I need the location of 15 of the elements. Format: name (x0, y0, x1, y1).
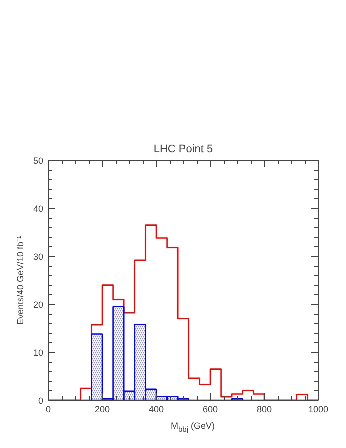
x-tick-label: 800 (256, 404, 272, 414)
y-tick-label: 10 (33, 348, 44, 358)
x-tick-label: 0 (46, 404, 52, 414)
y-axis-title: Events/40 GeV/10 fb⁻¹ (15, 236, 26, 326)
x-tick-label: 200 (94, 404, 110, 414)
y-tick-label: 30 (33, 252, 44, 262)
y-tick-label: 40 (33, 204, 44, 214)
x-tick-label: 600 (202, 404, 218, 414)
x-tick-label: 1000 (308, 404, 329, 414)
y-tick-label: 20 (33, 300, 44, 310)
y-tick-label: 50 (33, 156, 44, 166)
chart-title: LHC Point 5 (154, 144, 214, 156)
x-axis-title: M$_{bbj}$ (GeV) (170, 420, 216, 436)
y-tick-label: 0 (38, 396, 44, 406)
x-tick-label: 400 (148, 404, 164, 414)
